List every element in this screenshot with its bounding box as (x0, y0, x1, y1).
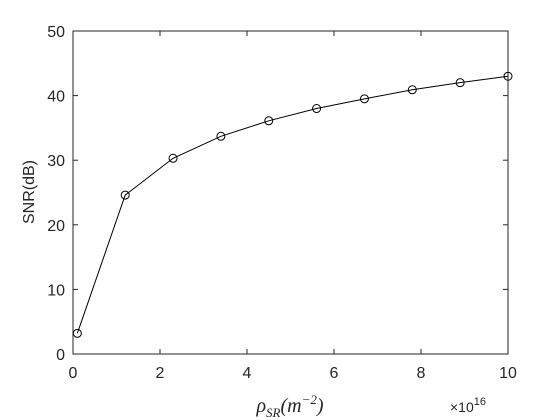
data-point (168, 153, 178, 163)
data-point (120, 190, 130, 200)
x-label-part: ρ (255, 395, 266, 417)
x-multiplier-part: ×10 (450, 399, 474, 415)
data-point (264, 116, 274, 126)
y-tick-label: 50 (47, 24, 65, 41)
plot-box (72, 30, 509, 355)
series-line (76, 75, 509, 334)
x-label-part: (m (281, 395, 302, 417)
x-tick-label: 10 (499, 365, 517, 382)
x-tick-label: 0 (69, 365, 78, 382)
x-label-part: ) (316, 395, 324, 417)
data-point (455, 78, 465, 88)
y-tick-label: 40 (47, 89, 65, 106)
x-tick-label: 8 (417, 365, 426, 382)
data-point (72, 328, 82, 338)
data-point (312, 104, 322, 114)
data-point (503, 71, 513, 81)
y-axis-label: SNR(dB) (21, 160, 38, 224)
y-tick-label: 20 (47, 218, 65, 235)
x-multiplier: ×1016 (450, 396, 486, 415)
data-point (216, 131, 226, 141)
x-label-part: −2 (302, 392, 318, 407)
data-point (359, 94, 369, 104)
y-tick-label: 30 (47, 153, 65, 170)
y-tick-label: 0 (56, 347, 65, 364)
x-tick-label: 4 (243, 365, 252, 382)
x-tick-label: 2 (156, 365, 165, 382)
x-axis-label: ρSR(m−2) (255, 392, 323, 420)
x-label-part: SR (266, 405, 281, 420)
y-tick-label: 10 (47, 282, 65, 299)
data-point (407, 85, 417, 95)
x-multiplier-part: 16 (474, 396, 486, 408)
x-tick-label: 6 (330, 365, 339, 382)
